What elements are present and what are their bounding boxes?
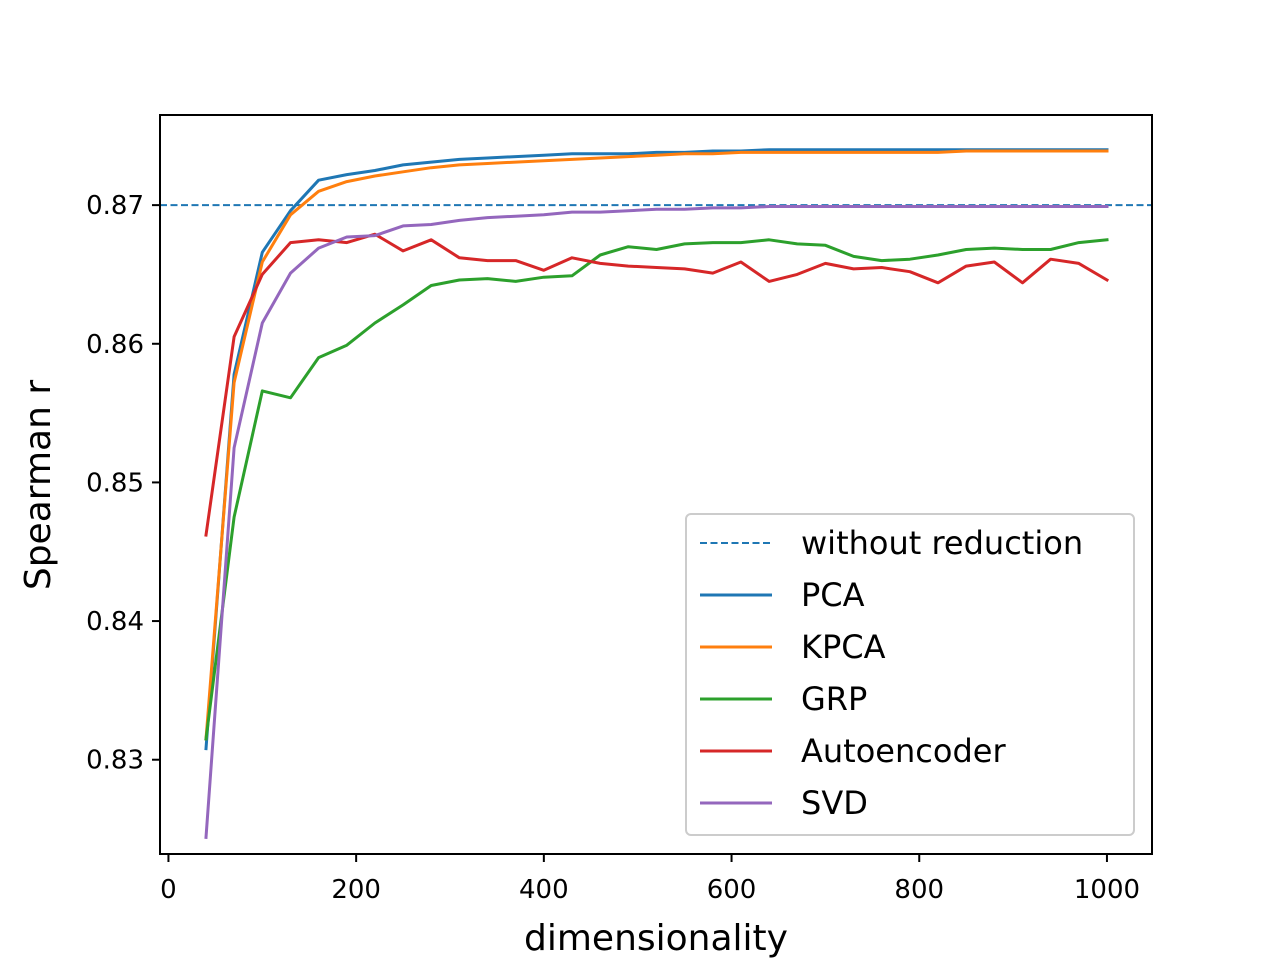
x-tick-label: 600 [707,875,757,905]
series-line-svd [204,205,1109,840]
legend-label-autoencoder: Autoencoder [801,732,1006,770]
x-tick-label: 800 [894,875,944,905]
legend-label-without-reduction: without reduction [801,524,1083,562]
y-tick-label: 0.85 [86,468,144,498]
series-line-grp [204,238,1109,741]
legend-label-kpca: KPCA [801,628,886,666]
x-axis-title: dimensionality [524,918,788,959]
legend-frame [685,513,1135,836]
series-line-pca [204,148,1109,751]
y-tick-label: 0.83 [86,746,144,776]
y-tick-label: 0.84 [86,607,144,637]
x-tick-label: 0 [160,875,177,905]
y-tick-label: 0.87 [86,191,144,221]
series-line-kpca [204,149,1109,741]
plot-area [159,114,1153,855]
legend-label-grp: GRP [801,680,867,718]
series-line-autoencoder [204,232,1110,537]
x-axis: 0 200 400 600 800 1000 [160,854,1140,905]
legend-label-pca: PCA [801,576,865,614]
x-tick-label: 400 [519,875,569,905]
y-tick-label: 0.86 [86,330,144,360]
x-tick-label: 1000 [1074,875,1140,905]
legend-label-svd: SVD [801,784,868,822]
y-axis: 0.83 0.84 0.85 0.86 0.87 [86,191,160,776]
series-layer [160,148,1152,840]
x-tick-label: 200 [331,875,381,905]
plot-frame [159,114,1153,855]
legend: without reduction PCA KPCA GRP Autoencoder SV… [685,513,1135,836]
y-axis-title: Spearman r [18,380,59,590]
